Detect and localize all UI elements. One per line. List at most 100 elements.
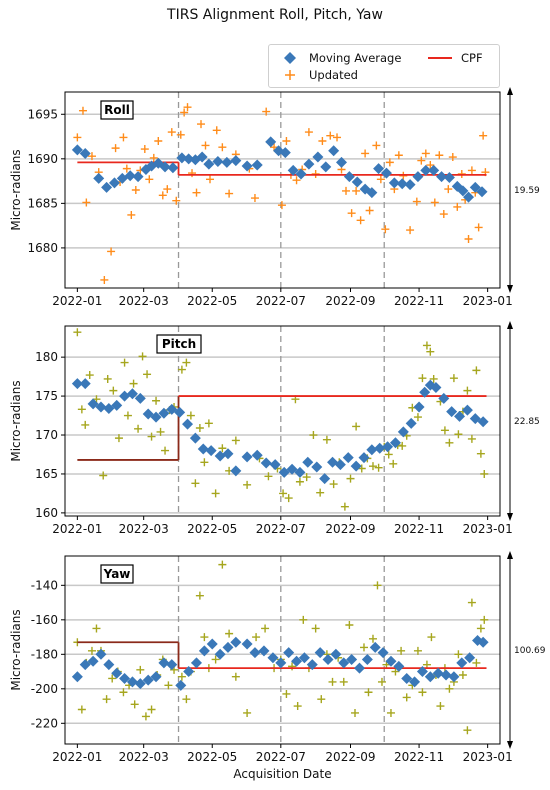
moving-average-point (401, 672, 413, 684)
x-tick-label: 2022-07 (256, 522, 306, 536)
updated-point (141, 712, 150, 721)
y-tick-label: 1695 (27, 107, 58, 121)
updated-point (188, 169, 197, 178)
moving-average-point (249, 647, 261, 659)
moving-average-point (119, 672, 131, 684)
moving-average-point (314, 647, 326, 659)
updated-point (284, 494, 293, 503)
x-tick-label: 2022-11 (394, 522, 444, 536)
x-tick-label: 2022-03 (119, 522, 169, 536)
updated-point (164, 681, 173, 690)
updated-point (186, 411, 195, 420)
updated-point (279, 489, 288, 498)
moving-average-point (134, 678, 146, 690)
updated-point (453, 202, 462, 211)
updated-point (250, 194, 259, 203)
moving-average-point (382, 441, 394, 453)
x-tick-label: 2022-03 (119, 750, 169, 764)
moving-average-point (463, 191, 475, 203)
moving-average-point (269, 459, 281, 471)
moving-average-point (409, 676, 421, 688)
updated-point (467, 434, 476, 443)
moving-average-point (79, 659, 91, 671)
updated-point (368, 462, 377, 471)
moving-average-point (176, 152, 188, 164)
updated-point (293, 702, 302, 711)
y-tick-label: -140 (31, 578, 58, 592)
x-tick-label: 2022-01 (52, 750, 102, 764)
moving-average-point (438, 392, 450, 404)
moving-average-point (338, 657, 350, 669)
updated-point (130, 700, 139, 709)
updated-point (109, 386, 118, 395)
moving-average-point (267, 652, 279, 664)
span-value-label: 22.85 (514, 417, 540, 427)
updated-point (99, 471, 108, 480)
updated-point (402, 693, 411, 702)
span-arrow-head-top (507, 321, 513, 329)
span-arrow-head-bottom (507, 285, 513, 293)
moving-average-point (196, 151, 208, 163)
updated-point (374, 463, 383, 472)
chart-panel-yaw: -220 -200 -180 -160 -140 2022-01 2022-03 2022-0… (9, 551, 546, 781)
updated-point (264, 472, 273, 481)
moving-average-point (464, 652, 476, 664)
moving-average-point (111, 667, 123, 679)
moving-average-point (327, 456, 339, 468)
updated-point (108, 674, 117, 683)
updated-point (147, 705, 156, 714)
updated-point (201, 141, 210, 150)
updated-point (440, 426, 449, 435)
moving-average-point (222, 448, 234, 460)
moving-average-point (108, 177, 120, 189)
updated-point (111, 144, 120, 153)
updated-point (140, 145, 149, 154)
moving-average-point (79, 147, 91, 159)
updated-point (445, 438, 454, 447)
moving-average-point (412, 171, 424, 183)
x-tick-label: 2022-09 (325, 522, 375, 536)
updated-point (295, 477, 304, 486)
updated-point (149, 153, 158, 162)
updated-point (154, 137, 163, 145)
updated-point (277, 201, 286, 210)
moving-average-point (87, 655, 99, 667)
updated-point (346, 474, 355, 483)
updated-point (103, 374, 112, 383)
moving-average-point (158, 657, 170, 669)
span-arrow-head-bottom (507, 513, 513, 521)
updated-point (206, 175, 214, 184)
moving-average-point (175, 679, 187, 691)
moving-average-point (241, 638, 253, 650)
moving-average-point (295, 168, 307, 180)
moving-average-point (380, 167, 392, 179)
moving-average-point (275, 657, 287, 669)
moving-average-point (388, 177, 400, 189)
updated-point (218, 560, 227, 569)
updated-point (180, 108, 189, 117)
moving-average-point (456, 657, 468, 669)
x-tick-label: 2023-01 (463, 522, 513, 536)
updated-point (384, 450, 393, 459)
moving-average-point (469, 181, 481, 193)
updated-point (120, 358, 129, 367)
moving-average-point (446, 406, 458, 418)
updated-point (261, 624, 270, 633)
x-tick-label: 2022-01 (52, 294, 102, 308)
y-tick-label: -180 (31, 647, 58, 661)
moving-average-point (303, 158, 315, 170)
updated-point (102, 695, 111, 704)
moving-average-point (366, 444, 378, 456)
moving-average-point (457, 185, 469, 197)
moving-average-point (71, 671, 83, 683)
updated-point (211, 489, 220, 498)
moving-average-point (334, 459, 346, 471)
chart-panel-pitch: 160 165 170 175 180 2022-01 2022-03 2022-05 2022… (9, 321, 540, 536)
updated-point (342, 186, 351, 195)
moving-average-point (322, 653, 334, 665)
moving-average-point (477, 636, 489, 648)
moving-average-point (279, 147, 291, 159)
updated-point (329, 480, 338, 489)
updated-point (100, 275, 109, 284)
